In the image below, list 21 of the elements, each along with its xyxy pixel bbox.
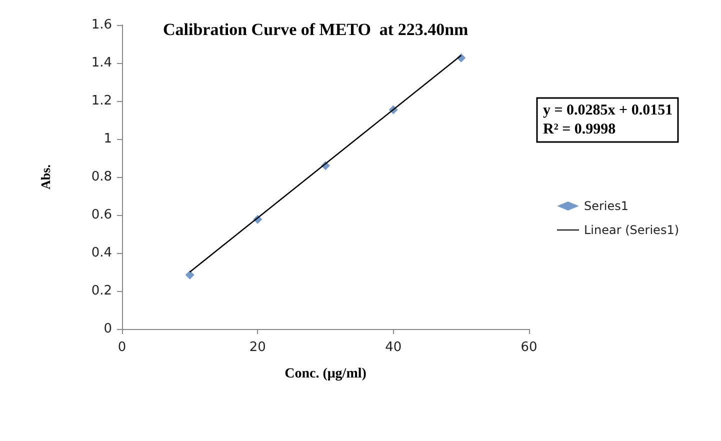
y-tick-label: 1.2 [91, 94, 112, 108]
point [185, 270, 194, 280]
y-tick-label: 0.6 [91, 208, 112, 222]
y-tick-label: 0 [104, 322, 112, 336]
y-tick-label: 0.8 [91, 170, 112, 184]
x-tick-label: 20 [249, 340, 266, 355]
x-tick-label: 60 [520, 340, 538, 355]
x-tick-label: 0 [118, 340, 126, 355]
y-tick-label: 0.4 [91, 246, 112, 260]
legend-label: Series1 [584, 199, 629, 213]
text: y = 0.0285x + 0.0151 [543, 102, 673, 118]
legend-label: Linear (Series1) [584, 223, 680, 237]
x-axis-title: Conc. (μg/ml) [284, 366, 367, 382]
y-tick-label: 1.6 [91, 18, 112, 32]
x-tick-label: 40 [385, 340, 402, 355]
y-tick-label: 1 [104, 132, 112, 146]
chart-title: Calibration Curve of METO at 223.40nm [163, 20, 468, 39]
text: R² = 0.9998 [543, 122, 616, 138]
y-tick-label: 1.4 [91, 56, 112, 70]
y-tick-label: 0.2 [91, 284, 112, 298]
y-axis-title: Abs. [38, 164, 53, 190]
